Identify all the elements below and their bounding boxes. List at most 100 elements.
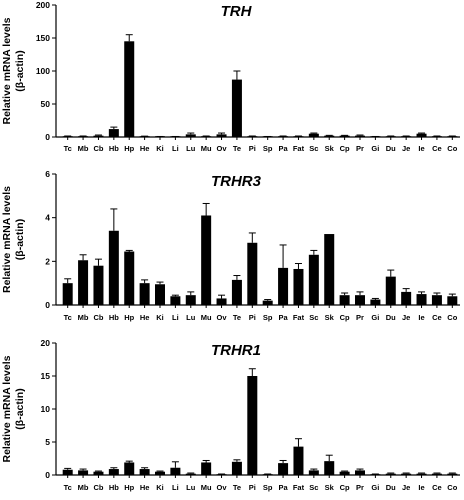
trhr3-category-label-tc: Tc bbox=[64, 313, 72, 322]
trhr3-bar-lu bbox=[185, 295, 196, 305]
trhr1-category-label-pa: Pa bbox=[278, 483, 288, 492]
trhr3-bar-mu bbox=[201, 215, 212, 305]
trh-category-label-cp: Cp bbox=[340, 144, 350, 153]
trh-bar-co bbox=[447, 136, 458, 137]
trhr3-y-tick-label-4: 4 bbox=[45, 213, 50, 223]
trh-bar-te bbox=[231, 79, 242, 137]
trhr3-category-label-ie: Ie bbox=[418, 313, 424, 322]
trhr1-category-label-co: Co bbox=[447, 483, 457, 492]
trh-category-label-ie: Ie bbox=[418, 144, 424, 153]
trhr3-category-label-hb: Hb bbox=[109, 313, 119, 322]
trhr1-title: TRHR1 bbox=[211, 342, 261, 359]
trhr1-bar-ce bbox=[431, 473, 442, 475]
trhr1-category-label-hb: Hb bbox=[109, 483, 119, 492]
trhr1-bar-li bbox=[170, 467, 181, 475]
trh-bar-pr bbox=[355, 135, 365, 137]
trhr1-bar-sp bbox=[262, 474, 273, 475]
trhr3-y-tick-label-2: 2 bbox=[45, 256, 50, 266]
trhr3-category-label-je: Je bbox=[402, 313, 410, 322]
trhr1-category-label-pi: Pi bbox=[249, 483, 256, 492]
trh-bar-mu bbox=[201, 136, 212, 137]
trhr1-ylabel-line-1: Relative mRNA levels bbox=[1, 355, 13, 462]
trh-bar-pa bbox=[278, 136, 289, 137]
trh-category-label-he: He bbox=[140, 144, 150, 153]
trhr3-category-label-du: Du bbox=[386, 313, 396, 322]
trhr1-bar-mu bbox=[201, 462, 212, 475]
trhr3-bar-te bbox=[231, 279, 242, 305]
trhr1-category-label-he: He bbox=[140, 483, 150, 492]
trhr1-bar-lu bbox=[185, 473, 196, 475]
trh-bar-sc bbox=[308, 133, 319, 137]
trhr1-bar-hb bbox=[108, 469, 119, 475]
trh-y-tick-label-100: 100 bbox=[36, 66, 50, 76]
trhr3-bar-ie bbox=[416, 294, 427, 305]
trhr1-category-label-fat: Fat bbox=[293, 483, 305, 492]
trhr1-category-label-ce: Ce bbox=[432, 483, 442, 492]
trhr1-category-label-hp: Hp bbox=[124, 483, 134, 492]
trhr3-bar-ki bbox=[155, 284, 165, 305]
trh-y-tick-label-50: 50 bbox=[41, 99, 51, 109]
trhr3-bar-pa bbox=[278, 267, 289, 305]
trhr1-bar-gi bbox=[370, 474, 381, 475]
trhr1-category-label-ie: Ie bbox=[418, 483, 424, 492]
trh-bar-hb bbox=[108, 129, 119, 137]
trh-ylabel-line-2: (β-actin) bbox=[14, 50, 26, 91]
trhr3-category-label-he: He bbox=[140, 313, 150, 322]
trh-bar-je bbox=[401, 136, 412, 137]
trh-category-label-ce: Ce bbox=[432, 144, 442, 153]
trhr1-category-label-tc: Tc bbox=[64, 483, 72, 492]
trhr1-y-tick-label-5: 5 bbox=[45, 437, 50, 447]
trhr1-bar-ov bbox=[216, 474, 227, 475]
trh-category-label-pa: Pa bbox=[278, 144, 288, 153]
trhr1-ylabel-line-2: (β-actin) bbox=[14, 388, 26, 429]
trh-bar-pi bbox=[247, 136, 258, 137]
trh-category-label-fat: Fat bbox=[293, 144, 305, 153]
trh-category-label-li: Li bbox=[172, 144, 179, 153]
trhr3-bar-sk bbox=[324, 234, 335, 305]
trhr1-category-label-li: Li bbox=[172, 483, 179, 492]
trh-category-label-sp: Sp bbox=[263, 144, 273, 153]
trhr1-category-label-mb: Mb bbox=[78, 483, 89, 492]
trhr1-bar-pi bbox=[247, 376, 258, 475]
trhr1-bar-co bbox=[447, 473, 458, 475]
trhr1-y-tick-label-15: 15 bbox=[41, 371, 51, 381]
trhr3-bar-sc bbox=[308, 254, 319, 305]
trhr1-category-label-du: Du bbox=[386, 483, 396, 492]
trh-category-label-hb: Hb bbox=[109, 144, 119, 153]
trhr3-bar-du bbox=[385, 276, 396, 305]
trhr3-bar-li bbox=[170, 296, 181, 305]
trh-category-label-cb: Cb bbox=[93, 144, 103, 153]
trhr1-category-label-ov: Ov bbox=[217, 483, 228, 492]
trhr1-bar-hp bbox=[124, 462, 135, 475]
trhr3-bar-fat bbox=[293, 268, 304, 305]
trh-y-tick-label-0: 0 bbox=[45, 132, 50, 142]
trh-category-label-co: Co bbox=[447, 144, 457, 153]
trhr3-category-label-mu: Mu bbox=[201, 313, 212, 322]
trhr1-category-label-ki: Ki bbox=[156, 483, 164, 492]
trhr1-category-label-cb: Cb bbox=[93, 483, 103, 492]
trhr3-category-label-co: Co bbox=[447, 313, 457, 322]
trhr3-category-label-pi: Pi bbox=[249, 313, 256, 322]
trhr3-bar-sp bbox=[262, 300, 273, 305]
trhr3-category-label-sp: Sp bbox=[263, 313, 273, 322]
trhr1-bar-mb bbox=[78, 470, 89, 475]
trh-title: TRH bbox=[221, 3, 253, 20]
trhr3-bar-he bbox=[139, 283, 150, 305]
trhr3-y-tick-label-0: 0 bbox=[45, 300, 50, 310]
trhr3-category-label-cp: Cp bbox=[340, 313, 350, 322]
trhr3-category-label-sk: Sk bbox=[325, 313, 335, 322]
trh-bar-cp bbox=[339, 135, 350, 137]
trh-category-label-pi: Pi bbox=[249, 144, 256, 153]
trhr3-bar-je bbox=[401, 291, 412, 305]
trhr1-category-label-pr: Pr bbox=[356, 483, 364, 492]
trhr1-y-tick-label-20: 20 bbox=[41, 338, 51, 348]
trhr3-category-label-ki: Ki bbox=[156, 313, 164, 322]
trh-bar-du bbox=[385, 136, 396, 137]
trh-category-label-hp: Hp bbox=[124, 144, 134, 153]
trh-bar-fat bbox=[293, 136, 304, 137]
trhr1-category-label-je: Je bbox=[402, 483, 410, 492]
trhr1-bar-pa bbox=[278, 463, 289, 475]
trh-bar-ie bbox=[416, 133, 427, 137]
trh-category-label-du: Du bbox=[386, 144, 396, 153]
trh-category-label-gi: Gi bbox=[371, 144, 379, 153]
